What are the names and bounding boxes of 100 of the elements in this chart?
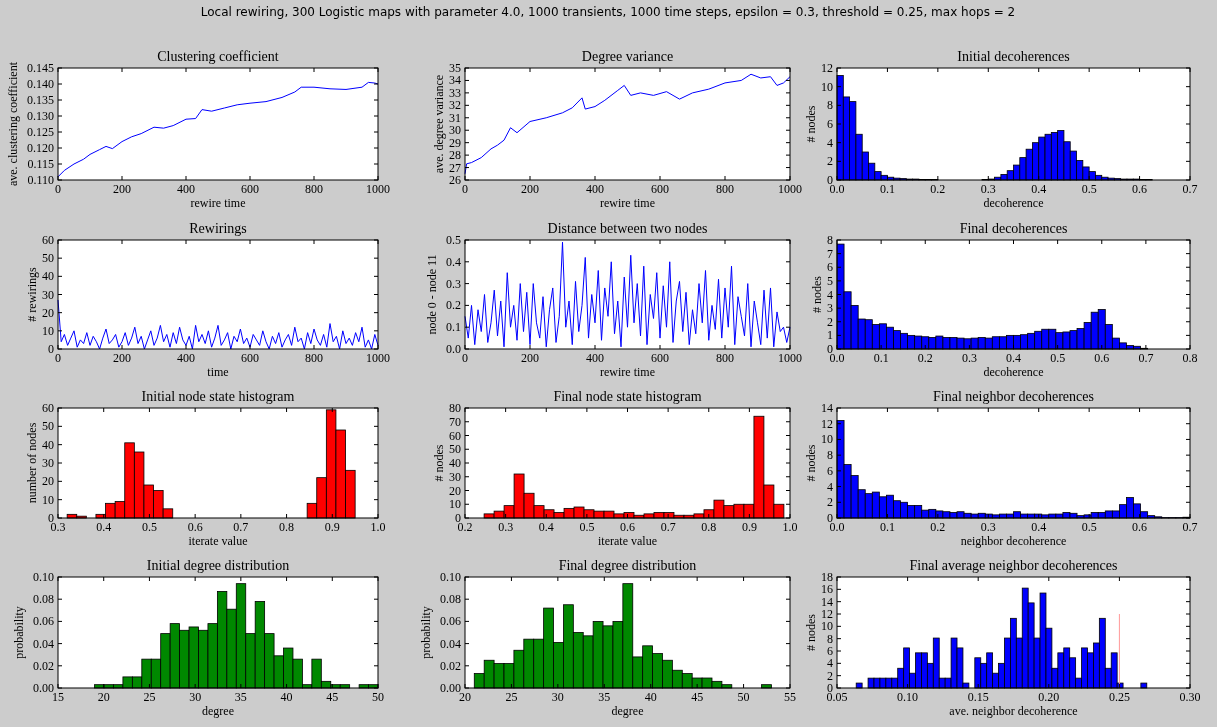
x-tick-label: 20 (459, 690, 471, 704)
x-tick-label: 45 (326, 690, 339, 704)
chart-title: Clustering coefficient (157, 49, 279, 64)
y-tick-label: 0.08 (33, 592, 54, 607)
x-axis-title: decoherence (983, 196, 1044, 210)
y-axis-title: # nodes (431, 444, 446, 482)
y-tick-label: 12 (821, 416, 833, 431)
x-axis-title: ave. neighbor decoherence (949, 704, 1078, 718)
y-tick-label: 0.02 (440, 658, 461, 673)
y-tick-label: 8 (827, 233, 833, 247)
x-tick-label: 40 (644, 690, 657, 704)
x-axis-title: decoherence (983, 365, 1044, 379)
x-tick-label: 25 (143, 690, 156, 704)
y-tick-label: 4 (827, 656, 833, 671)
x-axis-title: iterate value (188, 534, 248, 548)
chart-title: Final node state histogram (553, 389, 702, 404)
x-tick-label: 0.2 (930, 182, 946, 196)
y-axis-title: # rewirings (24, 267, 39, 322)
y-tick-label: 7 (827, 246, 833, 261)
x-tick-label: 800 (305, 182, 323, 196)
y-tick-label: 10 (42, 492, 54, 507)
x-axis-title: neighbor decoherence (960, 534, 1067, 548)
y-tick-label: 0.3 (446, 276, 461, 291)
y-tick-label: 0.115 (27, 157, 54, 171)
y-tick-label: 34 (449, 73, 461, 88)
x-tick-label: 0.30 (1179, 690, 1201, 704)
y-tick-label: 0.125 (27, 125, 54, 139)
y-tick-label: 20 (42, 305, 54, 320)
y-tick-label: 30 (42, 456, 54, 470)
x-tick-label: 0.8 (279, 520, 295, 534)
x-tick-label: 0.1 (879, 182, 895, 196)
x-tick-label: 400 (586, 182, 604, 196)
x-tick-label: 0.8 (1182, 351, 1198, 365)
x-tick-label: 35 (234, 690, 247, 704)
y-axis-title: # nodes (809, 275, 824, 313)
x-tick-label: 600 (241, 182, 259, 196)
y-tick-label: 40 (449, 456, 461, 470)
x-tick-label: 0.6 (187, 520, 203, 534)
chart-title: Rewirings (189, 221, 247, 236)
x-tick-label: 1000 (778, 351, 802, 365)
x-tick-label: 0.1 (879, 520, 895, 534)
y-tick-label: 50 (42, 251, 54, 266)
y-tick-label: 2 (827, 314, 833, 329)
y-tick-label: 4 (827, 287, 833, 302)
y-tick-label: 31 (449, 110, 461, 125)
y-tick-label: 0 (827, 342, 833, 356)
y-axis-title: node 0 - node 11 (425, 254, 440, 335)
y-tick-label: 0.02 (33, 658, 54, 673)
y-tick-label: 20 (449, 483, 461, 498)
x-tick-label: 0.6 (1132, 182, 1148, 196)
x-axis-title: rewire time (190, 196, 246, 210)
x-tick-label: 30 (551, 690, 564, 704)
x-tick-label: 25 (505, 690, 518, 704)
y-tick-label: 10 (821, 619, 833, 634)
x-tick-label: 1000 (366, 182, 390, 196)
x-axis-title: time (207, 365, 229, 379)
x-tick-label: 800 (716, 351, 734, 365)
x-tick-label: 0.6 (1094, 351, 1110, 365)
x-tick-label: 40 (280, 690, 293, 704)
x-tick-label: 0.3 (498, 520, 514, 534)
y-axis-title: probability (12, 606, 27, 659)
x-tick-label: 30 (189, 690, 202, 704)
y-tick-label: 50 (42, 419, 54, 434)
x-tick-label: 1.0 (782, 520, 798, 534)
x-axis-title: degree (202, 704, 234, 718)
y-tick-label: 14 (821, 594, 833, 609)
x-tick-label: 600 (241, 351, 259, 365)
x-tick-label: 800 (716, 182, 734, 196)
y-tick-label: 0 (827, 511, 833, 525)
y-tick-label: 0.5 (446, 233, 461, 247)
y-tick-label: 60 (42, 401, 54, 415)
x-tick-label: 0.5 (1081, 182, 1097, 196)
x-tick-label: 0.3 (961, 351, 977, 365)
x-tick-label: 200 (113, 182, 131, 196)
x-tick-label: 0.25 (1108, 690, 1130, 704)
x-tick-label: 0.5 (1050, 351, 1066, 365)
x-tick-label: 0.8 (701, 520, 717, 534)
y-tick-label: 1 (827, 328, 833, 343)
x-tick-label: 0.20 (1038, 690, 1060, 704)
x-tick-label: 20 (97, 690, 110, 704)
x-tick-label: 0.9 (324, 520, 340, 534)
y-tick-label: 6 (827, 117, 833, 131)
y-tick-label: 60 (449, 428, 461, 443)
y-tick-label: 0.06 (33, 614, 54, 629)
y-tick-label: 20 (42, 474, 54, 489)
y-tick-label: 0.145 (27, 61, 54, 75)
y-tick-label: 30 (42, 287, 54, 302)
x-tick-label: 200 (113, 351, 131, 365)
y-tick-label: 0.04 (440, 636, 461, 651)
x-tick-label: 0.3 (980, 520, 996, 534)
x-tick-label: 800 (305, 351, 323, 365)
y-tick-label: 0.06 (440, 614, 461, 629)
y-tick-label: 0 (48, 511, 54, 525)
x-tick-label: 0.10 (897, 690, 919, 704)
chart-title: Initial decoherences (957, 49, 1070, 64)
y-tick-label: 8 (827, 631, 833, 646)
y-tick-label: 6 (827, 644, 833, 658)
y-tick-label: 26 (449, 173, 461, 187)
chart-title: Degree variance (581, 49, 674, 64)
x-tick-label: 0.2 (917, 351, 933, 365)
